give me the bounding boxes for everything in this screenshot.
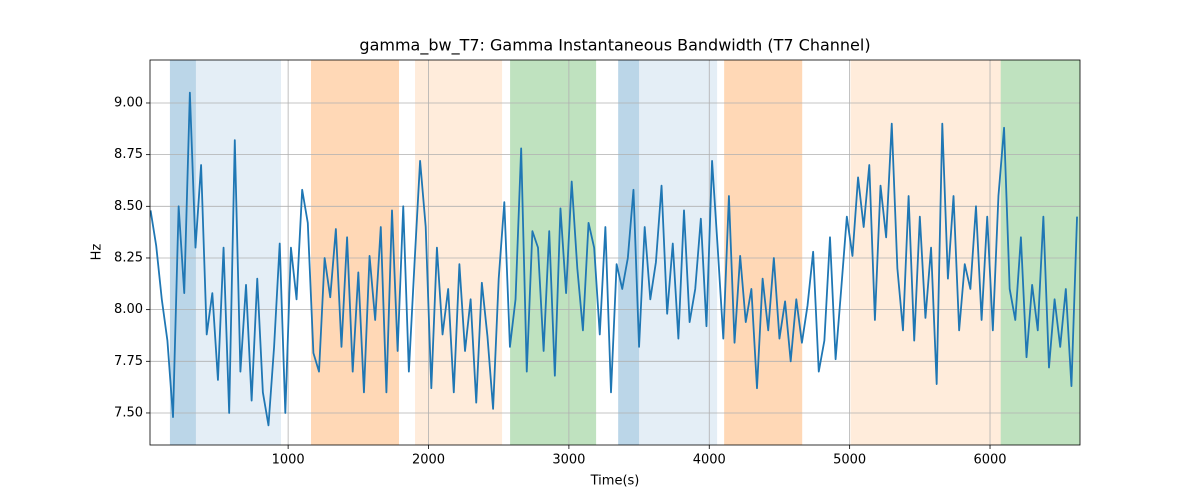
y-tick-label: 8.75 xyxy=(114,147,143,162)
lines xyxy=(150,91,1078,427)
y-axis-label: Hz xyxy=(90,244,105,261)
shaded-span xyxy=(850,60,1001,445)
x-tick-label: 5000 xyxy=(833,453,866,468)
x-tick-label: 4000 xyxy=(693,453,726,468)
y-tick-label: 8.50 xyxy=(114,199,143,214)
plot-frame xyxy=(149,59,1081,446)
shaded-span xyxy=(724,60,803,445)
y-tick-label: 9.00 xyxy=(114,95,143,110)
labels: 1000 2000 3000 4000 5000 6000 7.50 7.75 8.00 8.25… xyxy=(114,95,1007,467)
spans xyxy=(169,60,1080,445)
x-axis-label: Time(s) xyxy=(590,474,640,489)
y-tick-label: 8.00 xyxy=(114,302,143,317)
y-tick-label: 7.50 xyxy=(114,405,143,420)
shaded-span xyxy=(195,60,281,445)
x-tick-label: 6000 xyxy=(973,453,1006,468)
chart-title: gamma_bw_T7: Gamma Instantaneous Bandwid… xyxy=(359,36,870,56)
shaded-span xyxy=(415,60,503,445)
shaded-span xyxy=(1000,60,1080,445)
x-tick-label: 1000 xyxy=(272,453,305,468)
y-tick-label: 8.25 xyxy=(114,250,143,265)
y-tick-label: 7.75 xyxy=(114,354,143,369)
shaded-span xyxy=(639,60,718,445)
x-tick-label: 2000 xyxy=(412,453,445,468)
data-line xyxy=(150,91,1078,427)
shaded-span xyxy=(311,60,400,445)
x-tick-label: 3000 xyxy=(552,453,585,468)
